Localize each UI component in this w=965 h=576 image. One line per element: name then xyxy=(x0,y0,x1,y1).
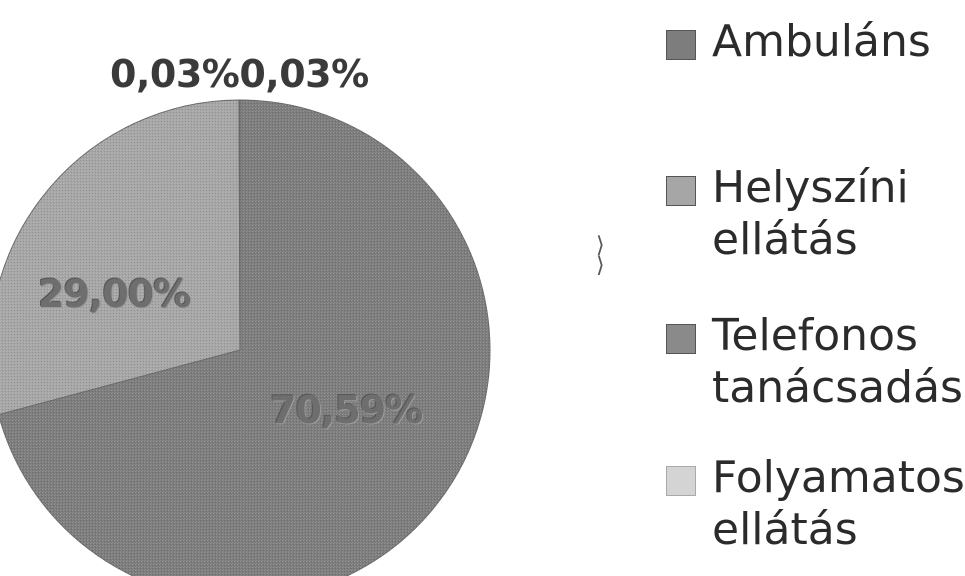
legend-swatch-ambulans xyxy=(666,30,696,60)
legend-swatch-folyamatos xyxy=(666,466,696,496)
legend-swatch-helyszini xyxy=(666,176,696,206)
legend-swatch-telefonos xyxy=(666,324,696,354)
small-slice-labels: 0,03%0,03% xyxy=(110,52,369,96)
legend: Ambuláns Helyszíni ellátás Telefonos tan… xyxy=(660,0,965,576)
legend-label-helyszini-line1: Helyszíni xyxy=(712,162,909,213)
pie-slice-texture-ambulans xyxy=(0,100,490,576)
legend-label-telefonos-line2: tanácsadás xyxy=(712,362,963,413)
legend-label-helyszini-line2: ellátás xyxy=(712,214,858,265)
legend-label-folyamatos-line1: Folyamatos xyxy=(712,452,965,503)
pie-svg xyxy=(0,99,491,576)
slice-label-helyszini: 29,00% xyxy=(38,272,191,316)
pie-slices xyxy=(0,99,491,576)
legend-label-telefonos-line1: Telefonos xyxy=(712,310,918,361)
pie-slice-texture-helyszini xyxy=(0,100,240,415)
legend-label-ambulans-line1: Ambuláns xyxy=(712,16,931,67)
slice-label-ambulans: 70,59% xyxy=(270,388,423,432)
scan-artifact-mark: ⟩ ⟩ xyxy=(596,233,605,278)
legend-label-folyamatos-line2: ellátás xyxy=(712,504,858,555)
